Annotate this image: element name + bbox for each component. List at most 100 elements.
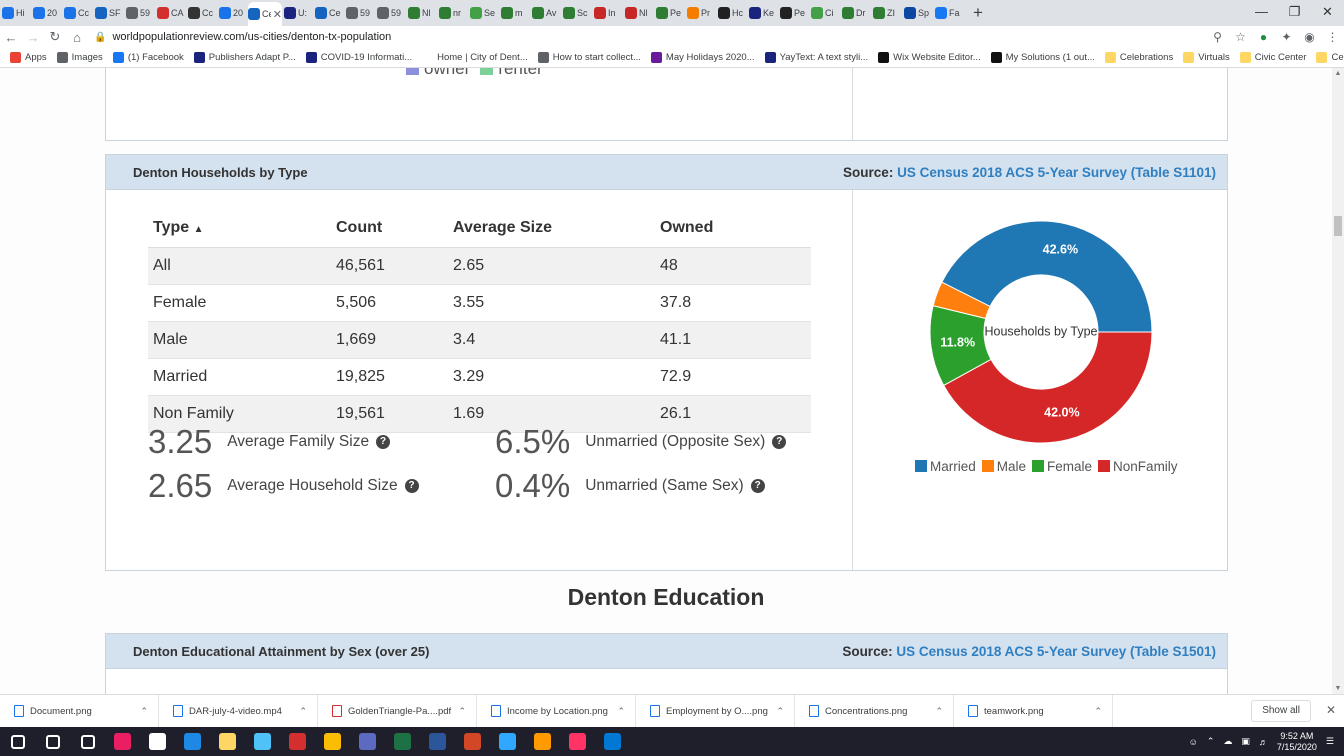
bookmark-item[interactable]: Apps xyxy=(10,52,47,63)
taskbar-app-globe-icon[interactable] xyxy=(140,727,175,756)
browser-tab[interactable]: Ce xyxy=(313,2,344,24)
browser-tab[interactable]: 59 xyxy=(375,2,406,24)
browser-tab[interactable]: 59 xyxy=(124,2,155,24)
close-window-icon[interactable]: ✕ xyxy=(1322,4,1333,19)
bookmark-item[interactable]: (1) Facebook xyxy=(112,52,184,63)
browser-tab[interactable]: Av xyxy=(530,2,561,24)
bookmark-item[interactable]: Civic Center xyxy=(1239,52,1306,63)
restore-icon[interactable]: ❐ xyxy=(1288,4,1301,19)
bookmark-item[interactable]: YayText: A text styli... xyxy=(764,52,868,63)
bookmark-item[interactable]: Celebrations xyxy=(1104,52,1173,63)
taskbar-powerpoint-icon[interactable] xyxy=(455,727,490,756)
col-avgsize-header[interactable]: Average Size xyxy=(448,210,655,248)
browser-tab[interactable]: Sp xyxy=(902,2,933,24)
chevron-up-icon[interactable]: ⌃ xyxy=(1094,705,1102,716)
bookmark-item[interactable]: COVID-19 Informati... xyxy=(305,52,412,63)
bookmark-item[interactable]: Certs xyxy=(1316,52,1344,63)
browser-tab[interactable]: Se xyxy=(468,2,499,24)
back-icon[interactable]: ← xyxy=(4,29,18,45)
network-icon[interactable]: ▣ xyxy=(1241,736,1250,746)
browser-tab[interactable]: Pe xyxy=(654,2,685,24)
browser-tab[interactable]: Nl xyxy=(623,2,654,24)
browser-tab[interactable]: In xyxy=(592,2,623,24)
browser-tab[interactable]: 59 xyxy=(344,2,375,24)
url-field[interactable]: 🔒 worldpopulationreview.com/us-cities/de… xyxy=(94,31,1206,43)
download-item[interactable]: Employment by O....png ⌃ xyxy=(636,694,795,728)
help-icon[interactable]: ? xyxy=(772,435,787,449)
taskbar-photoshop-icon[interactable] xyxy=(490,727,525,756)
scrollbar[interactable]: ▲ ▼ xyxy=(1332,68,1344,694)
taskbar-file-explorer-icon[interactable] xyxy=(210,727,245,756)
reload-icon[interactable]: ↻ xyxy=(49,29,61,44)
source-link[interactable]: US Census 2018 ACS 5-Year Survey (Table … xyxy=(896,643,1216,659)
new-tab-icon[interactable]: + xyxy=(973,3,983,22)
profile-icon[interactable]: ◉ xyxy=(1304,30,1315,44)
chevron-up-icon[interactable]: ⌃ xyxy=(1206,736,1215,746)
bookmark-item[interactable]: May Holidays 2020... xyxy=(650,52,755,63)
taskbar-word-icon[interactable] xyxy=(420,727,455,756)
taskbar-teams-icon[interactable] xyxy=(350,727,385,756)
legend-item-male[interactable]: Male xyxy=(981,459,1026,474)
onedrive-icon[interactable]: ☁ xyxy=(1223,736,1233,746)
browser-tab[interactable]: CA xyxy=(155,2,186,24)
browser-tab[interactable]: nr xyxy=(437,2,468,24)
bookmark-item[interactable]: How to start collect... xyxy=(537,52,641,63)
col-owned-header[interactable]: Owned xyxy=(655,210,811,248)
minimize-icon[interactable]: — xyxy=(1255,4,1268,19)
download-item[interactable]: DAR-july-4-video.mp4 ⌃ xyxy=(159,694,318,728)
bookmark-item[interactable]: Publishers Adapt P... xyxy=(193,52,296,63)
scroll-up-icon[interactable]: ▲ xyxy=(1334,70,1342,77)
bookmark-star-icon[interactable]: ☆ xyxy=(1235,30,1246,44)
col-count-header[interactable]: Count xyxy=(331,210,448,248)
browser-tab[interactable]: Nl xyxy=(406,2,437,24)
source-link[interactable]: US Census 2018 ACS 5-Year Survey (Table … xyxy=(897,164,1216,180)
notification-icon[interactable]: ☰ xyxy=(1325,736,1334,746)
browser-tab[interactable]: Cc xyxy=(186,2,217,24)
clock[interactable]: 9:52 AM 7/15/2020 xyxy=(1276,730,1317,752)
browser-tab[interactable]: 20 xyxy=(31,2,62,24)
taskbar-indesign-icon[interactable] xyxy=(560,727,595,756)
browser-tab[interactable]: Hc xyxy=(716,2,747,24)
chevron-up-icon[interactable]: ⌃ xyxy=(140,705,148,716)
browser-tab[interactable]: ZI xyxy=(871,2,902,24)
taskbar-windows-start-icon[interactable] xyxy=(0,727,35,756)
taskbar-app-blue-icon[interactable] xyxy=(245,727,280,756)
close-downloads-icon[interactable]: ✕ xyxy=(1325,703,1336,717)
tab-close-icon[interactable]: ✕ xyxy=(272,8,282,21)
browser-tab[interactable]: Cc xyxy=(62,2,93,24)
chevron-up-icon[interactable]: ⌃ xyxy=(299,705,307,716)
extension-icon[interactable]: ● xyxy=(1259,30,1268,44)
donut-slice-nonfamily[interactable] xyxy=(943,331,1153,444)
bookmark-item[interactable]: Wix Website Editor... xyxy=(878,52,981,63)
donut-slice-married[interactable] xyxy=(941,220,1153,333)
taskbar-search-icon[interactable] xyxy=(35,727,70,756)
help-icon[interactable]: ? xyxy=(404,479,419,493)
browser-tab[interactable]: Sc xyxy=(561,2,592,24)
legend-item-nonfamily[interactable]: NonFamily xyxy=(1098,459,1178,474)
zoom-icon[interactable]: ⚲ xyxy=(1213,30,1222,44)
help-icon[interactable]: ? xyxy=(750,479,765,493)
taskbar-illustrator-icon[interactable] xyxy=(525,727,560,756)
taskbar-chrome-icon[interactable] xyxy=(315,727,350,756)
download-item[interactable]: Income by Location.png ⌃ xyxy=(477,694,636,728)
show-all-button[interactable]: Show all xyxy=(1251,700,1311,722)
people-icon[interactable]: ☺ xyxy=(1188,736,1198,747)
browser-tab[interactable]: SF xyxy=(93,2,124,24)
legend-item-married[interactable]: Married xyxy=(915,459,976,474)
browser-tab[interactable]: Pr xyxy=(685,2,716,24)
download-item[interactable]: GoldenTriangle-Pa....pdf ⌃ xyxy=(318,694,477,728)
download-item[interactable]: teamwork.png ⌃ xyxy=(954,694,1113,728)
taskbar-outlook-icon[interactable] xyxy=(595,727,630,756)
browser-tab[interactable]: Hi xyxy=(0,2,31,24)
scroll-down-icon[interactable]: ▼ xyxy=(1334,685,1342,692)
browser-tab[interactable]: Dr xyxy=(840,2,871,24)
bookmark-item[interactable]: My Solutions (1 out... xyxy=(990,52,1095,63)
chevron-up-icon[interactable]: ⌃ xyxy=(935,705,943,716)
help-icon[interactable]: ? xyxy=(376,435,391,449)
browser-tab[interactable]: U: xyxy=(282,2,313,24)
browser-tab[interactable]: 20 xyxy=(217,2,248,24)
bookmark-item[interactable]: Images xyxy=(56,52,103,63)
chevron-up-icon[interactable]: ⌃ xyxy=(617,705,625,716)
browser-tab[interactable]: Ci xyxy=(809,2,840,24)
home-icon[interactable]: ⌂ xyxy=(73,29,81,45)
